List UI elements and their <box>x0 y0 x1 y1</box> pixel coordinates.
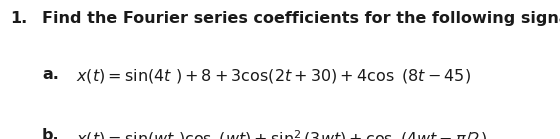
Text: $x(t) = \sin(4t\ ) + 8 + 3\cos(2t + 30) + 4\cos\ (8t - 45)$: $x(t) = \sin(4t\ ) + 8 + 3\cos(2t + 30) … <box>76 67 470 85</box>
Text: 1.: 1. <box>10 11 27 26</box>
Text: Find the Fourier series coefficients for the following signals:: Find the Fourier series coefficients for… <box>42 11 560 26</box>
Text: a.: a. <box>42 67 59 82</box>
Text: b.: b. <box>42 128 59 139</box>
Text: $x(t) = \sin(wt\ )\cos\ (wt) + \sin^2(3wt) + \cos\ (4wt - \pi/2)$: $x(t) = \sin(wt\ )\cos\ (wt) + \sin^2(3w… <box>76 128 487 139</box>
